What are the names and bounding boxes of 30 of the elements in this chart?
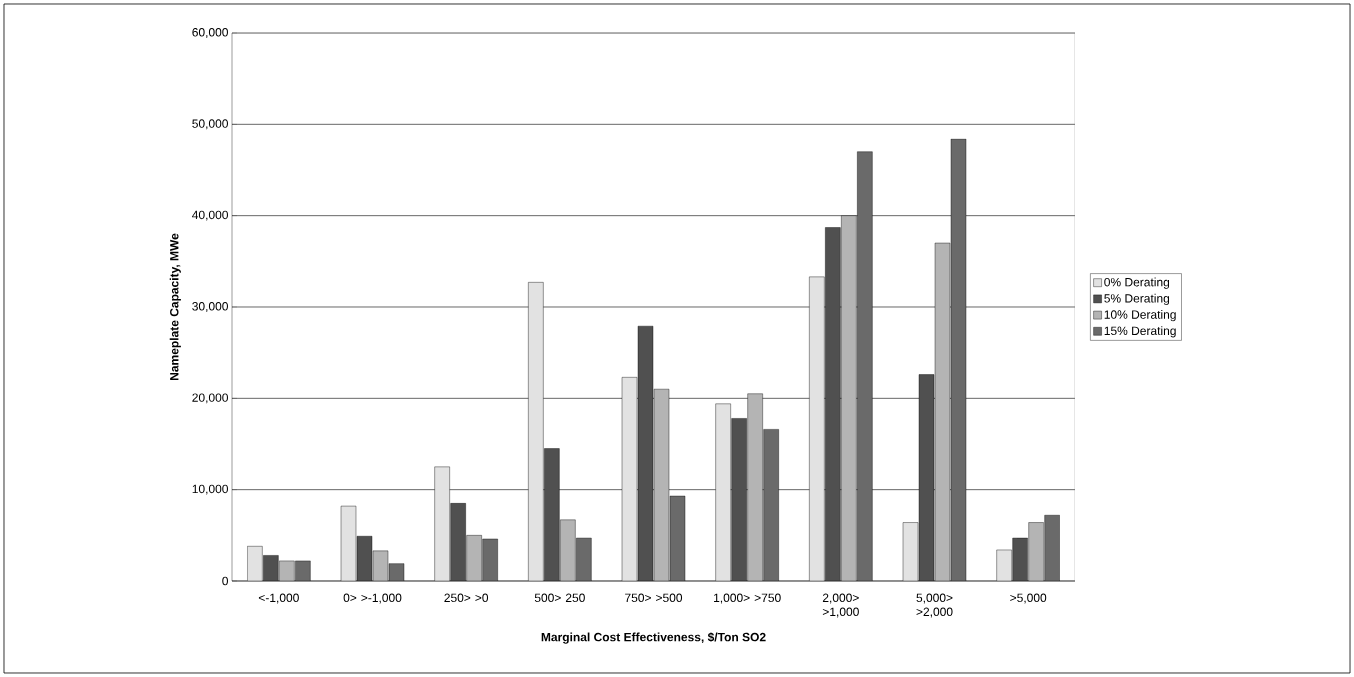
bar: [544, 448, 560, 581]
bar: [731, 418, 747, 581]
y-tick-label: 20,000: [192, 393, 228, 404]
legend-label: 5% Derating: [1104, 293, 1170, 305]
y-tick-label: 10,000: [192, 484, 228, 495]
y-axis-title: Nameplate Capacity, MWe: [169, 233, 181, 380]
x-tick-label: 5,000> >2,000: [916, 593, 953, 618]
bar: [528, 282, 544, 581]
x-axis-title: Marginal Cost Effectiveness, $/Ton SO2: [541, 632, 766, 644]
legend-label: 0% Derating: [1104, 277, 1170, 289]
x-tick-label: 2,000> >1,000: [822, 593, 859, 618]
bar: [450, 503, 466, 581]
y-tick-label: 60,000: [192, 28, 228, 38]
x-tick-label: 250> >0: [444, 593, 489, 603]
y-tick-label: 50,000: [192, 119, 228, 130]
x-tick-label: 1,000> >750: [714, 593, 781, 604]
x-tick-label: >5,000: [1010, 593, 1047, 604]
x-tick-label: 0> >-1,000: [343, 593, 402, 604]
legend-label: 15% Derating: [1104, 326, 1176, 338]
bar: [434, 466, 450, 581]
y-tick-label: 0: [222, 576, 229, 586]
y-tick-label: 30,000: [192, 302, 228, 312]
x-tick-label: 750> >500: [625, 593, 683, 603]
bar: [715, 403, 731, 581]
x-tick-label: <-1,000: [258, 593, 299, 604]
bar: [825, 227, 841, 581]
y-tick-label: 40,000: [192, 210, 228, 221]
bar: [809, 276, 825, 581]
legend-label: 10% Derating: [1104, 310, 1176, 322]
x-tick-label: 500> 250: [534, 593, 585, 603]
